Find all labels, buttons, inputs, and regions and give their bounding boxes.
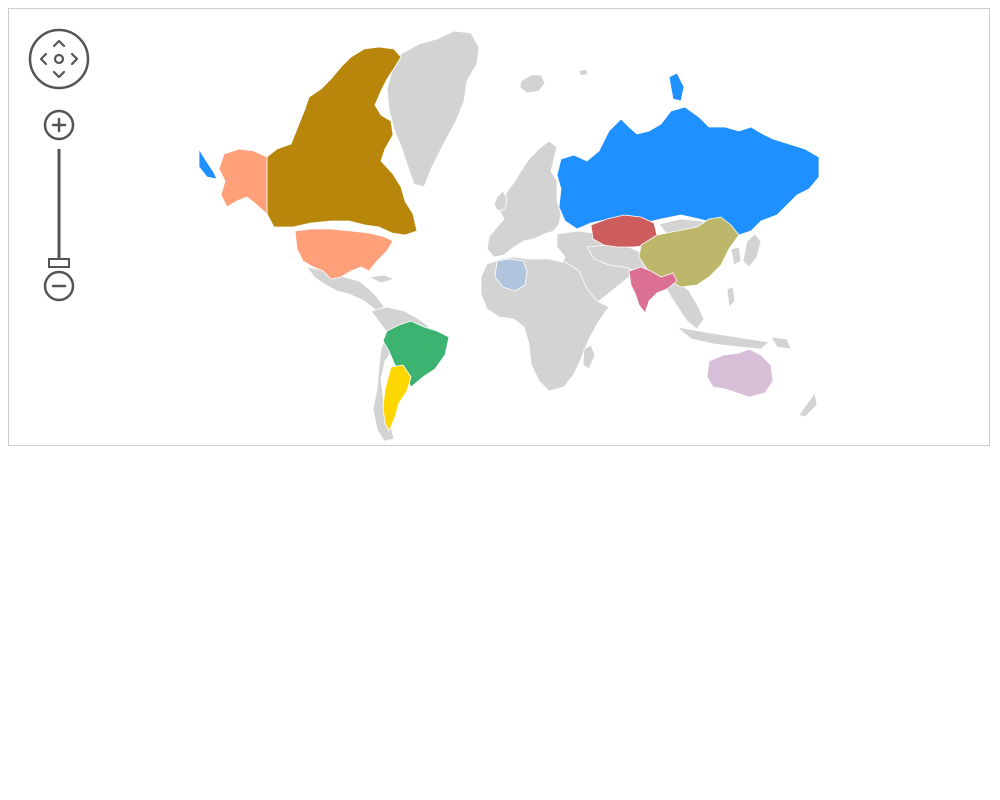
india[interactable] (628, 266, 678, 314)
europe[interactable] (486, 140, 562, 258)
new-zealand[interactable] (798, 392, 818, 418)
caribbean[interactable] (368, 274, 395, 284)
greenland[interactable] (386, 30, 480, 188)
pan-control[interactable] (28, 28, 90, 90)
pan-down-arrow[interactable] (52, 70, 66, 79)
pan-right-arrow[interactable] (70, 52, 79, 66)
japan[interactable] (742, 233, 762, 268)
pan-center-dot[interactable] (53, 53, 65, 65)
indonesia[interactable] (676, 326, 770, 350)
pan-arrows-icon (39, 39, 79, 79)
russia[interactable] (556, 106, 820, 236)
iceland[interactable] (519, 74, 546, 94)
pan-ring[interactable] (28, 28, 90, 90)
zoom-out-button[interactable] (43, 270, 75, 302)
plus-icon (51, 117, 67, 133)
zoom-slider-thumb[interactable] (48, 258, 70, 268)
svalbard[interactable] (578, 68, 589, 77)
map-navigation-controls (9, 9, 109, 309)
australia[interactable] (706, 348, 774, 398)
alaska[interactable] (218, 148, 268, 215)
algeria[interactable] (494, 258, 528, 292)
argentina[interactable] (382, 364, 412, 432)
pan-left-arrow[interactable] (39, 52, 48, 66)
novaya-zemlya[interactable] (668, 72, 685, 102)
world-map[interactable] (9, 9, 990, 446)
pan-up-arrow[interactable] (52, 39, 66, 48)
madagascar[interactable] (582, 344, 596, 370)
korea[interactable] (730, 246, 742, 266)
map-container[interactable] (8, 8, 990, 446)
british-isles[interactable] (493, 190, 508, 212)
philippines[interactable] (726, 286, 736, 308)
southeast-asia[interactable] (663, 280, 705, 330)
papua-new-guinea[interactable] (770, 336, 792, 350)
highlighted-countries (198, 46, 820, 432)
aleutian-islands[interactable] (198, 148, 218, 180)
brazil[interactable] (382, 320, 450, 388)
united-states[interactable] (294, 228, 394, 280)
zoom-in-button[interactable] (43, 109, 75, 141)
canada[interactable] (266, 46, 418, 236)
